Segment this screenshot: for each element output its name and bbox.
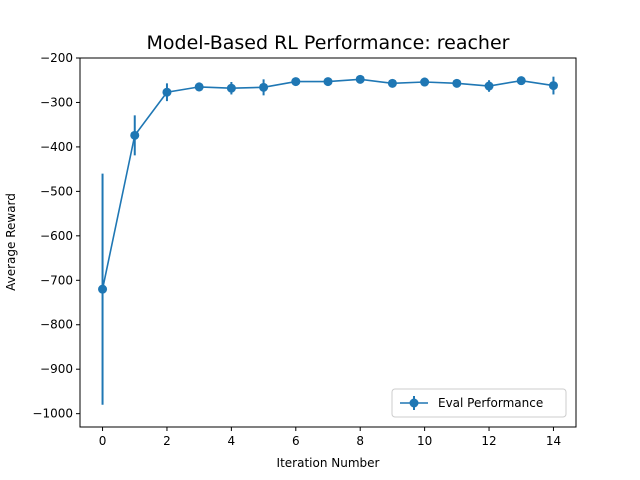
y-tick-label: −500	[40, 184, 73, 198]
y-tick-label: −800	[40, 318, 73, 332]
chart-title: Model-Based RL Performance: reacher	[147, 32, 510, 54]
x-tick-label: 2	[163, 434, 171, 448]
plot-area: 0 2 4 6 8 10 12 14 −1000 −900 −800 −700 −600 −500 −400…	[32, 51, 577, 448]
data-point	[420, 77, 430, 87]
x-tick-label: 10	[417, 434, 432, 448]
data-point	[259, 82, 269, 92]
legend-marker	[409, 398, 419, 408]
y-axis-label: Average Reward	[4, 193, 18, 291]
data-point	[162, 87, 172, 97]
legend-label: Eval Performance	[438, 396, 543, 410]
x-tick-label: 8	[356, 434, 364, 448]
y-tick-label: −300	[40, 95, 73, 109]
y-tick-label: −900	[40, 362, 73, 376]
data-point	[98, 284, 108, 294]
data-point	[130, 130, 140, 140]
data-point	[323, 77, 333, 87]
y-tick-label: −400	[40, 140, 73, 154]
legend-box	[391, 388, 567, 418]
axes-frame	[79, 57, 577, 428]
legend: Eval Performance	[391, 388, 567, 418]
y-tick-label: −200	[40, 51, 73, 65]
data-point	[387, 78, 397, 88]
x-tick-label: 14	[546, 434, 561, 448]
x-tick-label: 6	[292, 434, 300, 448]
y-tick-label: −600	[40, 229, 73, 243]
x-tick-label: 4	[228, 434, 236, 448]
data-point	[226, 83, 236, 93]
data-point	[291, 77, 301, 87]
data-point	[355, 74, 365, 84]
data-point	[548, 81, 558, 91]
x-tick-label: 12	[481, 434, 496, 448]
data-point	[194, 82, 204, 92]
data-point	[516, 76, 526, 86]
y-tick-label: −700	[40, 273, 73, 287]
x-axis-label: Iteration Number	[277, 456, 380, 470]
y-tick-label: −1000	[32, 407, 73, 421]
x-tick-label: 0	[99, 434, 107, 448]
data-point	[452, 78, 462, 88]
data-point	[484, 81, 494, 91]
